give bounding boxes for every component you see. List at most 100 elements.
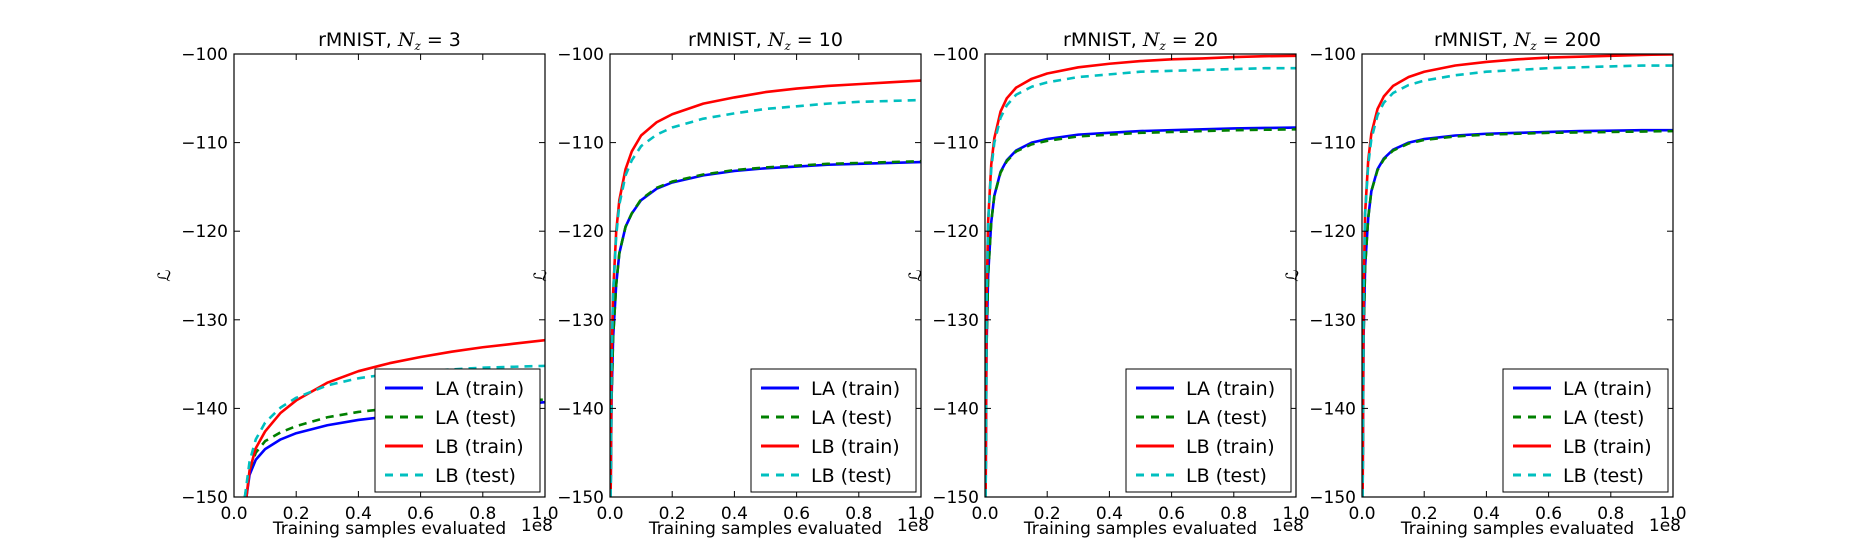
legend-label: LA (test) [1563, 407, 1644, 429]
y-axis-label: ℒ [531, 269, 551, 281]
x-tick-label: 0.8 [1220, 504, 1247, 524]
legend-label: LA (train) [1186, 378, 1275, 400]
title-var: N [1142, 29, 1161, 51]
title-subscript: z [1158, 39, 1166, 53]
legend: LA (train) LA (test) LB (train) LB (test) [1502, 368, 1669, 493]
x-tick-label: 0.4 [1096, 504, 1123, 524]
x-tick-label: 0.2 [1034, 504, 1061, 524]
subplot-2: 0.0 0.2 0.4 0.6 0.8 1.0−150−140−130−120−110−1… [531, 29, 935, 539]
y-tick-label: −150 [1309, 488, 1356, 508]
y-tick-label: −150 [181, 488, 228, 508]
y-axis-label: ℒ [1283, 269, 1303, 281]
y-tick-label: −140 [932, 399, 979, 419]
x-tick-label: 0.4 [1473, 504, 1500, 524]
y-axis-label: ℒ [155, 269, 175, 281]
y-tick-label: −100 [932, 45, 979, 65]
title-suffix: = 3 [421, 29, 461, 51]
y-tick-label: −150 [557, 488, 604, 508]
x-tick-label: 0.0 [971, 504, 998, 524]
axes-frame [609, 53, 922, 498]
series-line-lb-test [985, 66, 1296, 497]
y-tick-label: −110 [932, 134, 979, 154]
x-tick-label: 0.0 [596, 504, 623, 524]
subplot-1: 0.0 0.2 0.4 0.6 0.8 1.0 −150 −140 −130 −120 −110 −1… [155, 29, 559, 539]
legend: LA (train) LA (test) LB (train) LB (test) [750, 368, 917, 493]
series-group [1362, 54, 1673, 497]
title-prefix: rMNIST, [318, 29, 398, 51]
x-axis-label: Training samples evaluated [648, 519, 882, 539]
y-tick-label: −100 [1309, 45, 1356, 65]
x-tick-label: 0.0 [1348, 504, 1375, 524]
x-tick-label: 0.4 [721, 504, 748, 524]
subplot-title: rMNIST, Nz = 3 [318, 29, 461, 53]
series-line-lb-train [245, 338, 545, 497]
series-line-lb-test [243, 364, 545, 497]
x-tick-label: 0.6 [783, 504, 810, 524]
legend: LA (train) LA (test) LB (train) LB (test) [1125, 368, 1292, 493]
subplot-title: rMNIST, Nz = 20 [1063, 29, 1218, 53]
y-tick-label: −110 [557, 134, 604, 154]
legend: LA (train) LA (test) LB (train) LB (test) [374, 368, 541, 493]
x-axis-label: Training samples evaluated [272, 519, 506, 539]
y-tick-label: −120 [181, 222, 228, 242]
y-tick-label: −130 [1309, 311, 1356, 331]
legend-label: LB (train) [1563, 436, 1652, 458]
x-tick-label: 1.0 [1282, 504, 1309, 524]
subplot-3: 0.0 0.2 0.4 0.6 0.8 1.0−150−140−130−120−110−1… [906, 29, 1310, 539]
x-offset-label: 1e8 [897, 516, 929, 536]
legend-label: LA (test) [435, 407, 516, 429]
y-tick-label: −150 [932, 488, 979, 508]
title-subscript: z [413, 39, 421, 53]
y-tick-label: −130 [557, 311, 604, 331]
y-axis-label: ℒ [906, 269, 926, 281]
y-tick-label: −140 [1309, 399, 1356, 419]
legend-label: LA (train) [435, 378, 524, 400]
x-tick-label: 0.2 [1411, 504, 1438, 524]
y-tick-label: −130 [181, 311, 228, 331]
title-prefix: rMNIST, [1434, 29, 1514, 51]
x-tick-label: 0.8 [845, 504, 872, 524]
title-var: N [767, 29, 786, 51]
y-tick-label: −130 [932, 311, 979, 331]
title-suffix: = 10 [791, 29, 843, 51]
legend-label: LB (train) [811, 436, 900, 458]
y-tick-label: −140 [557, 399, 604, 419]
subplot-4: 0.0 0.2 0.4 0.6 0.8 1.0−150−140−130−120−110−1… [1283, 29, 1687, 539]
legend-label: LA (test) [811, 407, 892, 429]
series-line-la-test [610, 159, 921, 497]
x-tick-label: 0.6 [1158, 504, 1185, 524]
series-group [610, 79, 921, 497]
y-tick-label: −110 [1309, 134, 1356, 154]
x-offset-label: 1e8 [1649, 516, 1681, 536]
series-line-la-test [985, 128, 1296, 497]
legend-label: LB (train) [435, 436, 524, 458]
x-offset-label: 1e8 [521, 516, 553, 536]
x-tick-label: 0.0 [220, 504, 247, 524]
title-subscript: z [1529, 39, 1537, 53]
title-prefix: rMNIST, [688, 29, 768, 51]
title-suffix: = 200 [1537, 29, 1601, 51]
x-tick-label: 0.8 [469, 504, 496, 524]
legend-label: LA (train) [811, 378, 900, 400]
x-tick-label: 0.6 [1535, 504, 1562, 524]
x-offset-label: 1e8 [1272, 516, 1304, 536]
title-subscript: z [783, 39, 791, 53]
title-var: N [397, 29, 416, 51]
legend-label: LA (train) [1563, 378, 1652, 400]
x-tick-label: 0.8 [1597, 504, 1624, 524]
title-var: N [1513, 29, 1532, 51]
x-axis-label: Training samples evaluated [1023, 519, 1257, 539]
y-tick-label: −110 [181, 134, 228, 154]
title-prefix: rMNIST, [1063, 29, 1143, 51]
x-tick-label: 1.0 [1659, 504, 1686, 524]
x-tick-label: 0.2 [659, 504, 686, 524]
title-suffix: = 20 [1166, 29, 1218, 51]
legend-label: LB (test) [811, 465, 892, 487]
legend-label: LB (train) [1186, 436, 1275, 458]
y-tick-label: −120 [1309, 222, 1356, 242]
axes-frame [1361, 53, 1674, 498]
subplot-title: rMNIST, Nz = 10 [688, 29, 843, 53]
series-line-lb-test [610, 98, 921, 497]
y-tick-label: −100 [557, 45, 604, 65]
